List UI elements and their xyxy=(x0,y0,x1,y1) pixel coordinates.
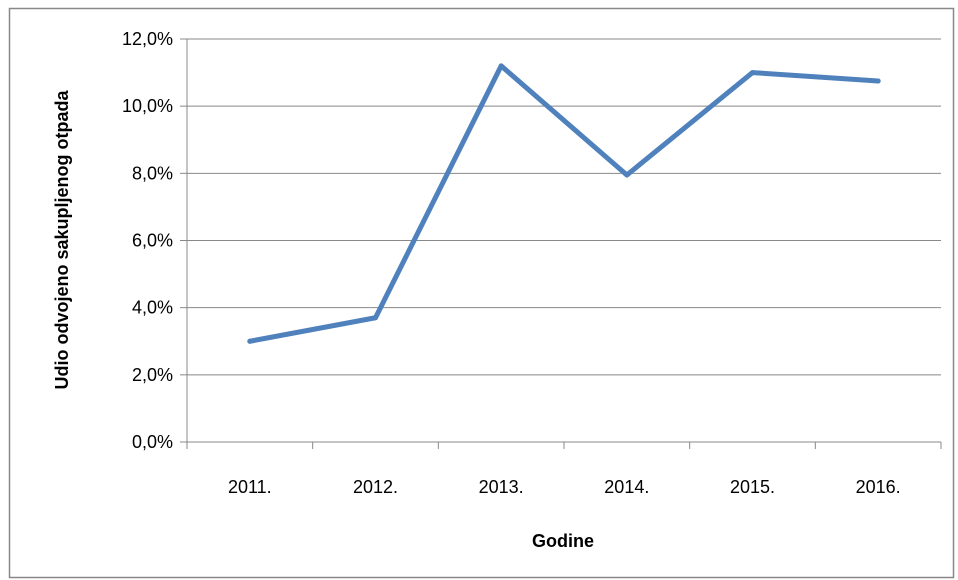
gridlines xyxy=(187,38,941,376)
axes xyxy=(180,38,942,449)
data-point xyxy=(875,78,881,84)
y-tick-label: 2,0% xyxy=(132,365,173,385)
data-point xyxy=(247,338,253,344)
x-tick-label: 2011. xyxy=(228,477,272,497)
x-tick-label: 2013. xyxy=(479,477,524,497)
x-tick-label: 2016. xyxy=(856,477,901,497)
y-tick-label: 10,0% xyxy=(122,96,173,116)
series xyxy=(247,63,881,344)
y-tick-label: 4,0% xyxy=(132,298,173,318)
x-axis-title: Godine xyxy=(532,531,594,551)
series-line-0 xyxy=(247,63,881,344)
y-tick-label: 6,0% xyxy=(132,231,173,251)
data-point xyxy=(498,63,504,69)
y-axis-title: Udio odvojeno sakupljenog otpada xyxy=(52,90,72,390)
x-tick-label: 2012. xyxy=(353,477,398,497)
x-tick-labels: 2011. 2012. 2013. 2014. 2015. 2016. xyxy=(228,477,901,497)
x-tick-label: 2014. xyxy=(604,477,649,497)
data-point xyxy=(624,172,630,178)
y-tick-label: 12,0% xyxy=(122,29,173,49)
x-tick-label: 2015. xyxy=(730,477,775,497)
data-point xyxy=(750,70,755,76)
data-point xyxy=(373,315,378,321)
y-tick-label: 0,0% xyxy=(132,432,173,452)
y-tick-label: 8,0% xyxy=(132,163,173,183)
y-tick-labels: 0,0% 2,0% 4,0% 6,0% 8,0% 10,0% 12,0% xyxy=(122,29,173,452)
